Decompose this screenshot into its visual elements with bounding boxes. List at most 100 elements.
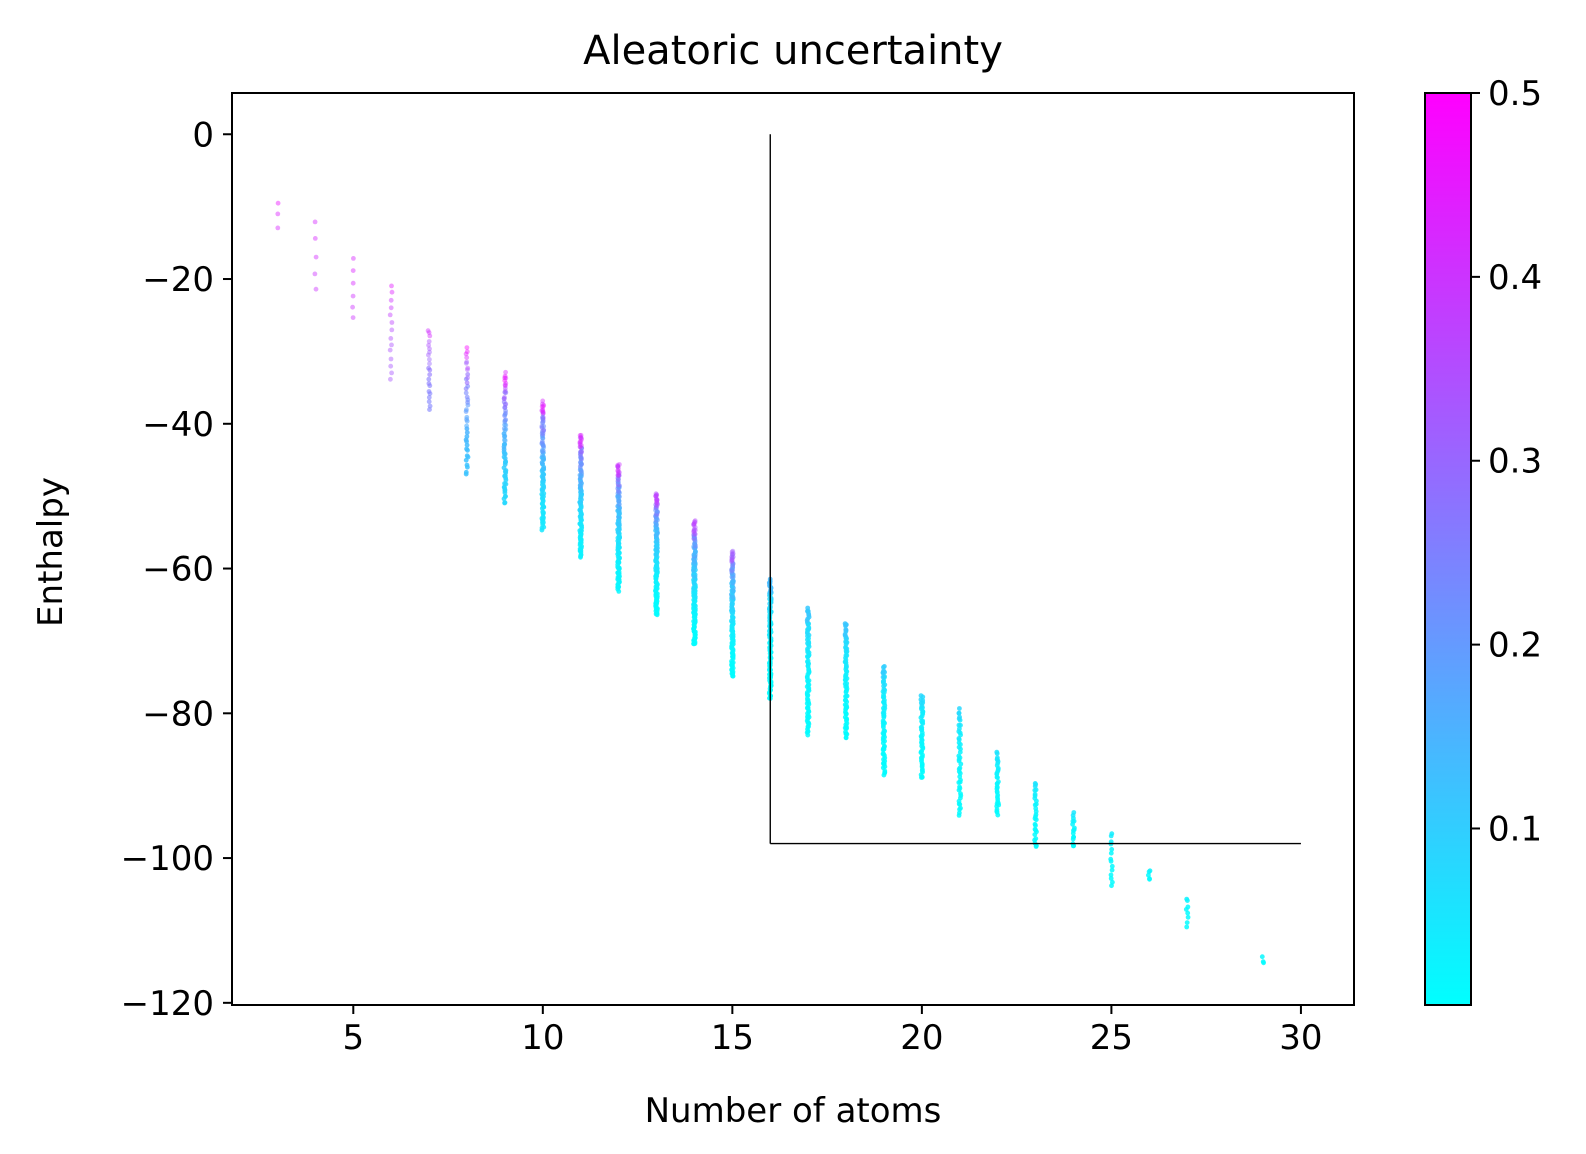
data-point	[1184, 924, 1190, 930]
data-point	[1108, 876, 1114, 881]
data-point	[1260, 959, 1266, 965]
data-point	[1032, 821, 1038, 827]
colorbar-tick-label: 0.1	[1488, 809, 1542, 849]
data-point	[1071, 834, 1076, 840]
data-point	[730, 555, 735, 561]
data-point	[427, 403, 433, 409]
data-point	[540, 398, 546, 404]
data-point	[313, 286, 319, 292]
data-point	[880, 718, 886, 724]
data-point	[616, 472, 621, 477]
data-point	[653, 491, 659, 497]
x-tick-label: 15	[711, 1018, 754, 1058]
data-point	[579, 436, 584, 442]
data-point	[426, 389, 432, 394]
data-point	[691, 521, 697, 527]
data-point	[426, 330, 432, 335]
data-point	[579, 443, 584, 448]
data-point	[918, 724, 924, 730]
data-point	[615, 464, 621, 469]
data-point	[654, 492, 660, 498]
data-point	[957, 765, 963, 771]
data-point	[1033, 806, 1039, 811]
data-point	[465, 365, 471, 371]
data-point	[579, 445, 585, 451]
data-point	[693, 527, 698, 533]
data-point	[1033, 787, 1039, 793]
x-tick-label: 5	[342, 1018, 364, 1058]
data-point	[425, 328, 431, 334]
data-point	[427, 361, 432, 367]
data-point	[502, 375, 508, 381]
colorbar	[1424, 92, 1472, 1006]
data-point	[957, 706, 962, 711]
data-point	[275, 211, 281, 217]
data-point	[503, 380, 509, 386]
data-point	[692, 531, 698, 537]
data-point	[502, 389, 508, 395]
data-point	[501, 399, 507, 405]
data-point	[502, 382, 508, 388]
data-point	[692, 525, 698, 530]
data-point	[729, 551, 735, 557]
data-point	[389, 283, 394, 289]
data-point	[805, 605, 811, 611]
data-point	[463, 376, 469, 382]
data-point	[654, 492, 659, 497]
data-point	[463, 360, 469, 366]
data-point	[275, 200, 281, 206]
data-point	[1108, 856, 1114, 862]
data-point	[540, 448, 546, 454]
data-point	[389, 320, 395, 325]
data-point	[1147, 868, 1153, 874]
data-point	[350, 293, 356, 299]
data-point	[654, 497, 660, 503]
data-point	[1109, 867, 1115, 873]
data-point	[464, 453, 470, 459]
data-point	[842, 697, 848, 703]
data-point	[654, 503, 660, 508]
data-point	[654, 496, 660, 502]
data-point	[1072, 825, 1077, 831]
y-tick-label: 0	[192, 115, 214, 155]
data-point	[464, 355, 470, 360]
data-point	[1109, 847, 1115, 852]
data-point	[958, 805, 963, 811]
data-point	[503, 388, 508, 394]
data-point	[617, 462, 622, 467]
y-tick-label: −100	[121, 839, 214, 879]
data-point	[956, 722, 962, 728]
data-point	[427, 333, 433, 339]
data-point	[540, 404, 546, 409]
data-point	[540, 410, 546, 416]
data-point	[463, 351, 469, 357]
data-point	[842, 621, 848, 626]
data-point	[503, 375, 509, 381]
x-tick-label: 10	[521, 1018, 564, 1058]
data-point	[426, 365, 431, 371]
data-point	[427, 346, 432, 352]
data-point	[1108, 872, 1114, 878]
data-point	[501, 442, 507, 447]
data-point	[577, 433, 583, 438]
data-point	[1033, 836, 1039, 841]
data-point	[577, 439, 583, 445]
data-point	[465, 375, 470, 381]
data-point	[464, 430, 470, 435]
colorbar-tick-label: 0.2	[1488, 626, 1542, 666]
data-point	[351, 256, 356, 261]
data-point	[1032, 791, 1038, 797]
data-point	[350, 304, 355, 310]
data-point	[577, 442, 583, 447]
data-point	[577, 440, 583, 446]
data-point	[692, 520, 698, 525]
data-point	[843, 673, 848, 678]
data-point	[350, 280, 356, 286]
data-point	[730, 551, 736, 556]
x-axis: 5 10 15 20 25 30	[342, 1005, 1323, 1058]
data-point	[502, 494, 508, 499]
data-point	[503, 383, 508, 389]
data-point	[730, 548, 736, 554]
data-point	[616, 465, 621, 471]
data-point	[1185, 914, 1191, 920]
